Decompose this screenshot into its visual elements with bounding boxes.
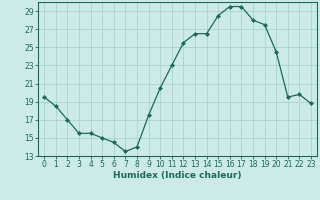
X-axis label: Humidex (Indice chaleur): Humidex (Indice chaleur) [113,171,242,180]
